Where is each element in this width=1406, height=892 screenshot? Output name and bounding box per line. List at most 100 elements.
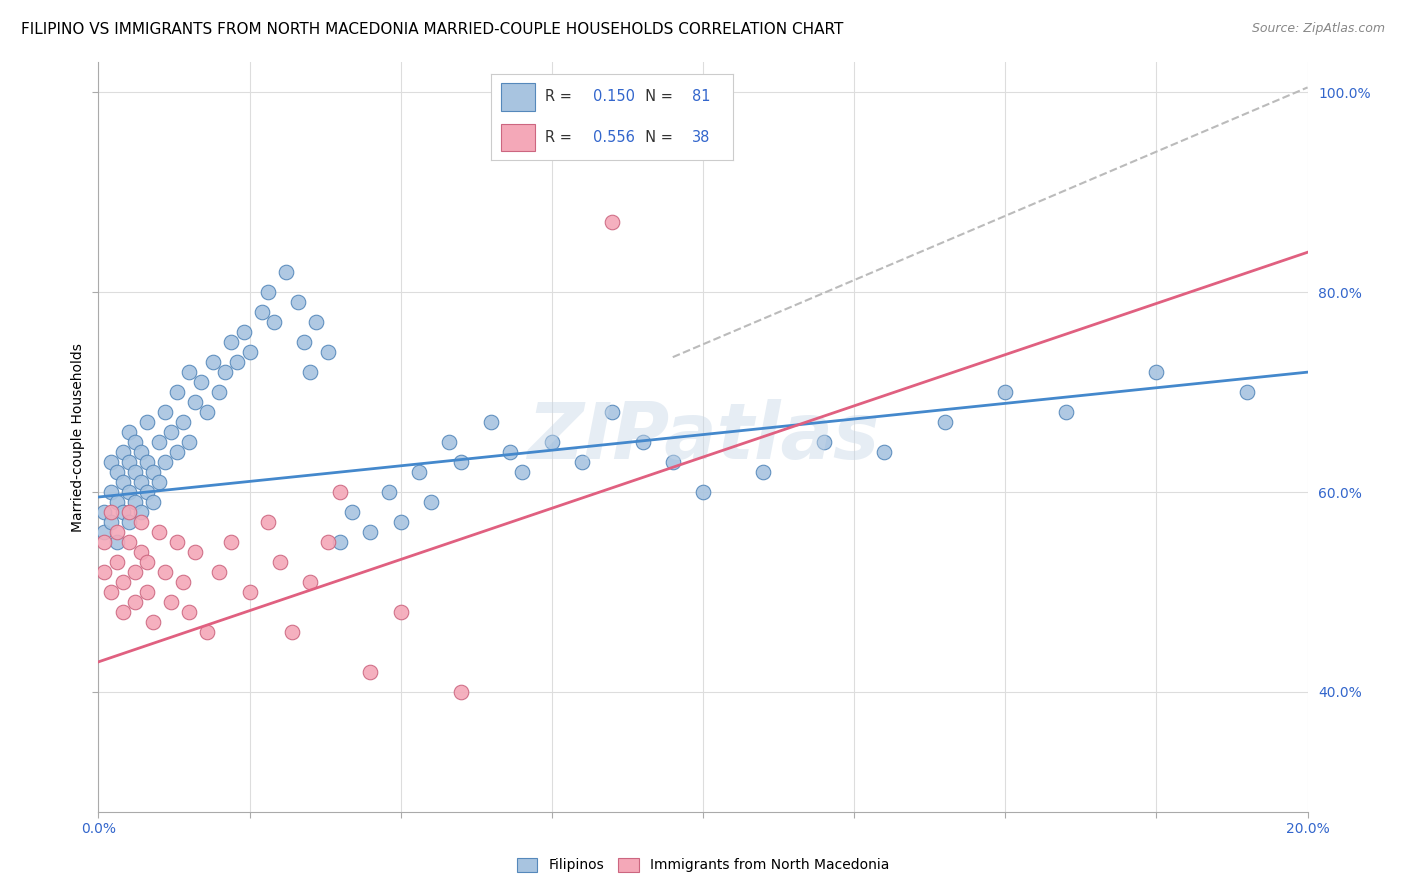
Point [93, 505, 115, 519]
Point [360, 665, 382, 679]
Legend: Filipinos, Immigrants from North Macedonia: Filipinos, Immigrants from North Macedon… [510, 852, 896, 878]
Point [602, 405, 624, 419]
Point [292, 335, 315, 350]
Point [329, 535, 352, 549]
Point [153, 455, 176, 469]
Point [100, 485, 122, 500]
Point [142, 615, 165, 629]
Point [172, 415, 194, 429]
Point [389, 605, 412, 619]
Point [1144, 365, 1167, 379]
Point [190, 375, 212, 389]
Point [226, 355, 249, 369]
Point [93, 524, 115, 539]
Point [221, 335, 243, 350]
Point [118, 535, 141, 549]
Point [1054, 405, 1077, 419]
Point [166, 535, 188, 549]
Point [105, 465, 128, 479]
Text: FILIPINO VS IMMIGRANTS FROM NORTH MACEDONIA MARRIED-COUPLE HOUSEHOLDS CORRELATIO: FILIPINO VS IMMIGRANTS FROM NORTH MACEDO… [21, 22, 844, 37]
Point [256, 515, 278, 529]
Point [142, 465, 165, 479]
Point [299, 574, 322, 589]
Point [111, 505, 134, 519]
Point [571, 455, 593, 469]
Point [269, 555, 291, 569]
Point [661, 455, 683, 469]
Point [111, 445, 134, 459]
Point [100, 455, 122, 469]
Point [129, 445, 152, 459]
Point [316, 535, 339, 549]
Y-axis label: Married-couple Households: Married-couple Households [70, 343, 84, 532]
Point [239, 585, 262, 599]
Point [934, 415, 956, 429]
Point [129, 505, 152, 519]
Point [93, 565, 115, 579]
Point [208, 565, 231, 579]
Point [202, 355, 225, 369]
Point [450, 685, 472, 699]
Point [232, 325, 254, 339]
Point [450, 455, 472, 469]
Point [481, 415, 503, 429]
Point [274, 265, 297, 279]
Point [263, 315, 285, 329]
Point [631, 435, 654, 450]
Point [105, 524, 128, 539]
Point [179, 365, 201, 379]
Point [342, 505, 364, 519]
Point [153, 565, 176, 579]
Point [166, 445, 188, 459]
Point [118, 455, 141, 469]
Point [184, 395, 207, 409]
Point [153, 405, 176, 419]
Point [420, 495, 443, 509]
Point [160, 425, 183, 439]
Point [111, 605, 134, 619]
Point [377, 485, 399, 500]
Point [124, 435, 146, 450]
Point [305, 315, 328, 329]
Text: ZIPatlas: ZIPatlas [527, 399, 879, 475]
Point [299, 365, 322, 379]
Point [813, 435, 835, 450]
Point [360, 524, 382, 539]
Point [329, 485, 352, 500]
Point [135, 415, 157, 429]
Point [195, 405, 218, 419]
Point [135, 585, 157, 599]
Point [437, 435, 460, 450]
Point [602, 215, 624, 229]
Point [148, 435, 170, 450]
Point [100, 515, 122, 529]
Point [873, 445, 896, 459]
Point [118, 425, 141, 439]
Point [148, 524, 170, 539]
Text: Source: ZipAtlas.com: Source: ZipAtlas.com [1251, 22, 1385, 36]
Point [124, 595, 146, 609]
Point [142, 495, 165, 509]
Point [184, 545, 207, 559]
Point [250, 305, 273, 319]
Point [287, 295, 309, 310]
Point [1236, 385, 1258, 400]
Point [540, 435, 562, 450]
Point [316, 345, 339, 359]
Point [129, 515, 152, 529]
Point [124, 465, 146, 479]
Point [221, 535, 243, 549]
Point [105, 495, 128, 509]
Point [124, 565, 146, 579]
Point [179, 435, 201, 450]
Point [281, 624, 304, 639]
Point [93, 535, 115, 549]
Point [118, 505, 141, 519]
Point [389, 515, 412, 529]
Point [172, 574, 194, 589]
Point [105, 555, 128, 569]
Point [135, 455, 157, 469]
Point [118, 515, 141, 529]
Point [124, 495, 146, 509]
Point [239, 345, 262, 359]
